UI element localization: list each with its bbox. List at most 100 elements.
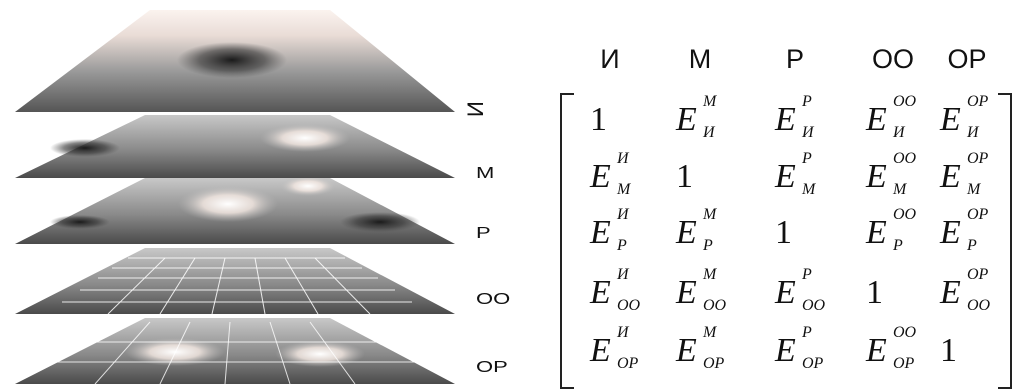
matrix-cell-subscript: OO <box>967 297 991 314</box>
matrix-col-header-op: ОР <box>947 44 987 74</box>
layer-p-surface <box>15 176 455 244</box>
matrix-cell: E OP OO <box>940 267 990 314</box>
matrix-cell-superscript: OP <box>967 266 989 283</box>
layer-label-oo: ОО <box>476 289 511 308</box>
matrix-cell-base: E <box>940 214 961 251</box>
matrix-cell-base: E <box>775 158 796 195</box>
matrix-cell-subscript: OO <box>703 297 727 314</box>
layer-label-m: М <box>476 163 495 182</box>
layer-stack <box>15 10 455 385</box>
matrix-cell-superscript: M <box>703 206 717 223</box>
matrix-cell-base: E <box>590 158 611 195</box>
matrix-cell-one: 1 <box>940 332 957 369</box>
matrix-cell-superscript: И <box>617 324 629 341</box>
matrix-cell-subscript: И <box>893 124 905 141</box>
matrix-cell-subscript: M <box>893 181 907 198</box>
matrix-cell-superscript: P <box>802 93 812 110</box>
matrix-cell-superscript: M <box>703 266 717 283</box>
matrix-cell: 1 <box>775 216 792 250</box>
matrix-cell-base: E <box>940 101 961 138</box>
matrix-cell: E OP И <box>940 94 988 141</box>
matrix-cell-subscript: P <box>617 237 627 254</box>
layer-oo-surface <box>15 248 455 315</box>
matrix-cell-base: E <box>676 101 697 138</box>
matrix-cell-subscript: P <box>893 237 903 254</box>
matrix-cell-subscript: OP <box>893 355 915 372</box>
matrix-col-header-m: М <box>688 44 712 74</box>
matrix-cell-one: 1 <box>866 274 883 311</box>
matrix-cell-base: E <box>676 214 697 251</box>
matrix-cell-base: E <box>676 274 697 311</box>
matrix-cell: E M OO <box>676 267 726 314</box>
matrix-cell-subscript: М <box>617 181 631 198</box>
matrix-cell-subscript: И <box>967 124 979 141</box>
matrix-cell: E OP P <box>940 207 988 254</box>
matrix-cell-superscript: М <box>703 93 717 110</box>
matrix-cell-subscript: OP <box>802 355 824 372</box>
matrix-cell: E OO OP <box>866 325 916 372</box>
matrix-cell: 1 <box>940 334 957 368</box>
matrix-cell-subscript: P <box>967 237 977 254</box>
matrix-cell-base: E <box>775 332 796 369</box>
matrix-cell: E P OP <box>775 325 823 372</box>
matrix-cell: 1 <box>866 276 883 310</box>
layer-label-op: ОР <box>476 357 508 376</box>
matrix-cell-subscript: И <box>802 124 814 141</box>
matrix-cell: E И OP <box>590 325 638 372</box>
matrix-col-header-oo: ОО <box>871 44 914 74</box>
matrix-cell: E И OO <box>590 267 640 314</box>
matrix-cell-one: 1 <box>590 101 607 138</box>
matrix-cell: E M OP <box>676 325 724 372</box>
matrix-cell-subscript: OP <box>703 355 725 372</box>
layer-label-p: Р <box>476 223 491 242</box>
matrix-cell-subscript: И <box>703 124 715 141</box>
matrix-cell-base: E <box>775 274 796 311</box>
matrix-cell-base: E <box>940 274 961 311</box>
matrix-cell-superscript: OO <box>893 150 917 167</box>
matrix-cell-superscript: И <box>617 206 629 223</box>
matrix-cell-base: E <box>940 158 961 195</box>
matrix-cell-base: E <box>866 158 887 195</box>
matrix-cell-base: E <box>590 274 611 311</box>
layer-label-i: И <box>463 101 488 117</box>
matrix-cell-one: 1 <box>676 158 693 195</box>
matrix-cell: 1 <box>590 103 607 137</box>
matrix-cell-superscript: OO <box>893 324 917 341</box>
matrix-right-bracket <box>998 93 1012 389</box>
matrix-cell-subscript: P <box>703 237 713 254</box>
matrix-left-bracket <box>560 93 574 389</box>
matrix-cell-subscript: M <box>802 181 816 198</box>
matrix-cell-superscript: P <box>802 150 812 167</box>
matrix-cell-superscript: OP <box>967 150 989 167</box>
matrix-cell-subscript: OP <box>617 355 639 372</box>
matrix-cell: 1 <box>676 160 693 194</box>
layer-m-surface <box>15 115 455 178</box>
matrix-cell-base: E <box>590 332 611 369</box>
matrix-cell-superscript: И <box>617 266 629 283</box>
matrix-cell: E OP M <box>940 151 988 198</box>
matrix-cell-superscript: OP <box>967 93 989 110</box>
matrix-cell: E OO И <box>866 94 916 141</box>
layer-op-surface <box>15 318 455 385</box>
matrix-cell-superscript: P <box>802 324 812 341</box>
matrix-cell-superscript: OO <box>893 93 917 110</box>
matrix-cell-base: E <box>590 214 611 251</box>
layer-i-surface <box>15 10 455 112</box>
matrix-cell-base: E <box>775 101 796 138</box>
matrix-cell-base: E <box>866 332 887 369</box>
matrix-cell-base: E <box>866 101 887 138</box>
matrix-cell-subscript: M <box>967 181 981 198</box>
matrix-cell-base: E <box>676 332 697 369</box>
matrix-cell-superscript: OP <box>967 206 989 223</box>
matrix-cell-superscript: P <box>802 266 812 283</box>
matrix-cell-superscript: OO <box>893 206 917 223</box>
matrix-col-header-i: И <box>600 44 620 74</box>
matrix-cell-superscript: И <box>617 150 629 167</box>
